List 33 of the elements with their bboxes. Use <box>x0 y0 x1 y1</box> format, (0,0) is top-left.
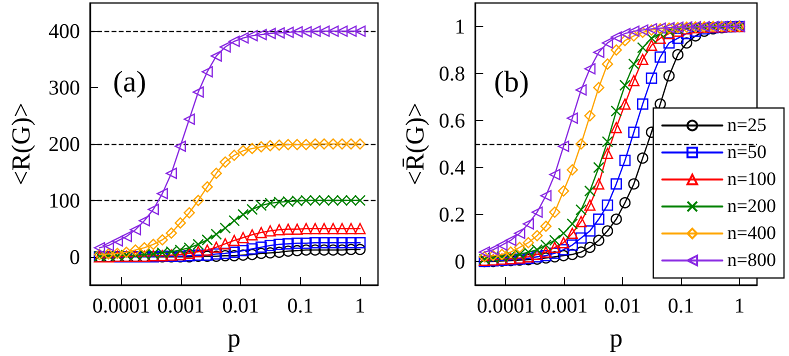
x-tick-label: 0.1 <box>287 294 314 318</box>
x-tick-label: 0.0001 <box>92 294 150 318</box>
y-tick-label: 0.2 <box>438 202 466 226</box>
y-tick-label: 400 <box>48 19 80 44</box>
text: (b) <box>494 66 529 98</box>
y-tick-label: 300 <box>48 76 80 100</box>
x-tick-label: 0.01 <box>604 294 641 318</box>
legend-label: n=25 <box>727 115 767 136</box>
x-tick-label: 0.1 <box>668 294 694 318</box>
y-tick-label: 200 <box>48 132 80 156</box>
y-tick-label: 0.4 <box>438 156 466 180</box>
x-tick-label: 0.0001 <box>476 294 535 318</box>
x-tick-label: 0.001 <box>157 294 205 318</box>
y-tick-label: 1 <box>454 14 466 38</box>
x-tick-label: 0.001 <box>540 294 588 318</box>
x-axis-title: p <box>228 324 240 352</box>
y-axis-title: <R(G)> <box>6 102 36 186</box>
y-axis-title: <R̄(G)> <box>400 102 430 186</box>
legend-label: n=50 <box>727 142 767 163</box>
x-tick-label: 1 <box>354 294 366 318</box>
legend-label: n=800 <box>727 250 776 271</box>
x-tick-label: 1 <box>734 294 745 318</box>
legend-label: n=100 <box>727 169 776 190</box>
x-axis-title: p <box>610 324 623 352</box>
y-tick-label: 100 <box>48 188 80 212</box>
y-tick-label: 0.8 <box>438 62 466 86</box>
y-tick-label: 0 <box>454 250 466 274</box>
text: (a) <box>113 66 146 98</box>
y-tick-label: 0.6 <box>438 108 466 132</box>
legend-label: n=400 <box>727 223 776 244</box>
x-tick-label: 0.01 <box>222 294 259 318</box>
legend-label: n=200 <box>727 196 776 217</box>
y-tick-label: 0 <box>70 244 80 269</box>
